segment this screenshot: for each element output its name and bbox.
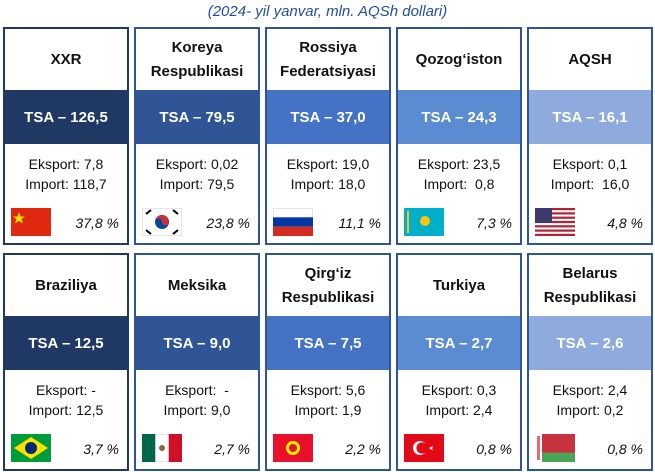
country-name: Qirg‘iz Respublikasi	[281, 265, 375, 306]
export-value: Eksport: 7,8	[28, 156, 104, 172]
import-value: Import: 16,0	[550, 176, 630, 192]
export-value: Eksport: -	[165, 382, 229, 398]
trade-values: Eksport: - Import: 12,5	[5, 380, 127, 420]
country-name: Rossiya Federatsiyasi	[280, 39, 376, 80]
share-value: 2,7 %	[214, 441, 250, 457]
country-name: Braziliya	[35, 277, 97, 294]
tsa-band: TSA – 7,5	[267, 316, 389, 370]
trade-values: Eksport: - Import: 9,0	[136, 380, 258, 420]
country-card: Braziliya TSA – 12,5 Eksport: - Import: 12,…	[3, 253, 129, 471]
flag	[535, 434, 575, 462]
flag	[404, 434, 444, 462]
flag	[273, 434, 313, 462]
import-value: Import: 118,7	[25, 176, 107, 192]
share-value: 3,7 %	[83, 441, 119, 457]
export-value: Eksport: 19,0	[286, 156, 370, 172]
country-card: Qozog‘iston TSA – 24,3 Eksport: 23,5 Import…	[396, 27, 522, 245]
trade-values: Eksport: 0,1 Import: 16,0	[529, 154, 651, 194]
country-card: AQSH TSA – 16,1 Eksport: 0,1 Import: 16,0 4,…	[527, 27, 653, 245]
import-value: Import: 9,0	[163, 402, 231, 418]
share-value: 0,8 %	[476, 441, 512, 457]
share-value: 2,2 %	[345, 441, 381, 457]
export-value: Eksport: 0,1	[552, 156, 628, 172]
country-card: Rossiya Federatsiyasi TSA – 37,0 Eksport: …	[265, 27, 391, 245]
trade-values: Eksport: 2,4 Import: 0,2	[529, 380, 651, 420]
country-name: Koreya Respublikasi	[150, 39, 244, 80]
country-card: Belarus Respublikasi TSA – 2,6 Eksport: 2,…	[527, 253, 653, 471]
trade-values: Eksport: 0,02 Import: 79,5	[136, 154, 258, 194]
country-name: Meksika	[167, 277, 227, 294]
country-card: Turkiya TSA – 2,7 Eksport: 0,3 Import: 2,4 0…	[396, 253, 522, 471]
share-value: 4,8 %	[607, 215, 643, 231]
import-value: Import: 18,0	[290, 176, 366, 192]
country-name: Belarus Respublikasi	[543, 265, 637, 306]
tsa-band: TSA – 2,6	[529, 316, 651, 370]
flag	[11, 434, 51, 462]
tsa-band: TSA – 2,7	[398, 316, 520, 370]
share-value: 0,8 %	[607, 441, 643, 457]
trade-values: Eksport: 7,8 Import: 118,7	[5, 154, 127, 194]
tsa-band: TSA – 126,5	[5, 90, 127, 144]
export-value: Eksport: 0,02	[155, 156, 239, 172]
import-value: Import: 0,2	[556, 402, 624, 418]
tsa-band: TSA – 79,5	[136, 90, 258, 144]
country-card: XXR TSA – 126,5 Eksport: 7,8 Import: 118,7 3…	[3, 27, 129, 245]
country-card: Qirg‘iz Respublikasi TSA – 7,5 Eksport: 5,…	[265, 253, 391, 471]
export-value: Eksport: -	[36, 382, 96, 398]
flag	[142, 208, 182, 236]
tsa-band: TSA – 9,0	[136, 316, 258, 370]
tsa-band: TSA – 37,0	[267, 90, 389, 144]
share-value: 23,8 %	[206, 215, 250, 231]
country-name: Turkiya	[432, 277, 486, 294]
export-value: Eksport: 2,4	[552, 382, 628, 398]
country-card: Meksika TSA – 9,0 Eksport: - Import: 9,0 2,7…	[134, 253, 260, 471]
share-value: 11,1 %	[338, 215, 381, 231]
import-value: Import: 0,8	[423, 176, 495, 192]
export-value: Eksport: 23,5	[417, 156, 501, 172]
flag	[11, 208, 51, 236]
import-value: Import: 12,5	[28, 402, 104, 418]
import-value: Import: 79,5	[159, 176, 235, 192]
country-card: Koreya Respublikasi TSA – 79,5 Eksport: 0,…	[134, 27, 260, 245]
tsa-band: TSA – 16,1	[529, 90, 651, 144]
trade-values: Eksport: 23,5 Import: 0,8	[398, 154, 520, 194]
export-value: Eksport: 5,6	[290, 382, 366, 398]
export-value: Eksport: 0,3	[421, 382, 497, 398]
flag	[142, 434, 182, 462]
share-value: 37,8 %	[75, 215, 119, 231]
flag	[535, 208, 575, 236]
tsa-band: TSA – 24,3	[398, 90, 520, 144]
trade-values: Eksport: 5,6 Import: 1,9	[267, 380, 389, 420]
trade-values: Eksport: 0,3 Import: 2,4	[398, 380, 520, 420]
country-name: Qozog‘iston	[415, 51, 503, 68]
flag	[404, 208, 444, 236]
flag	[273, 208, 313, 236]
share-value: 7,3 %	[476, 215, 512, 231]
country-name: AQSH	[568, 51, 612, 68]
import-value: Import: 1,9	[294, 402, 362, 418]
import-value: Import: 2,4	[425, 402, 493, 418]
tsa-band: TSA – 12,5	[5, 316, 127, 370]
country-name: XXR	[50, 51, 82, 68]
subtitle: (2024- yil yanvar, mln. AQSh dollari)	[207, 3, 448, 20]
trade-values: Eksport: 19,0 Import: 18,0	[267, 154, 389, 194]
